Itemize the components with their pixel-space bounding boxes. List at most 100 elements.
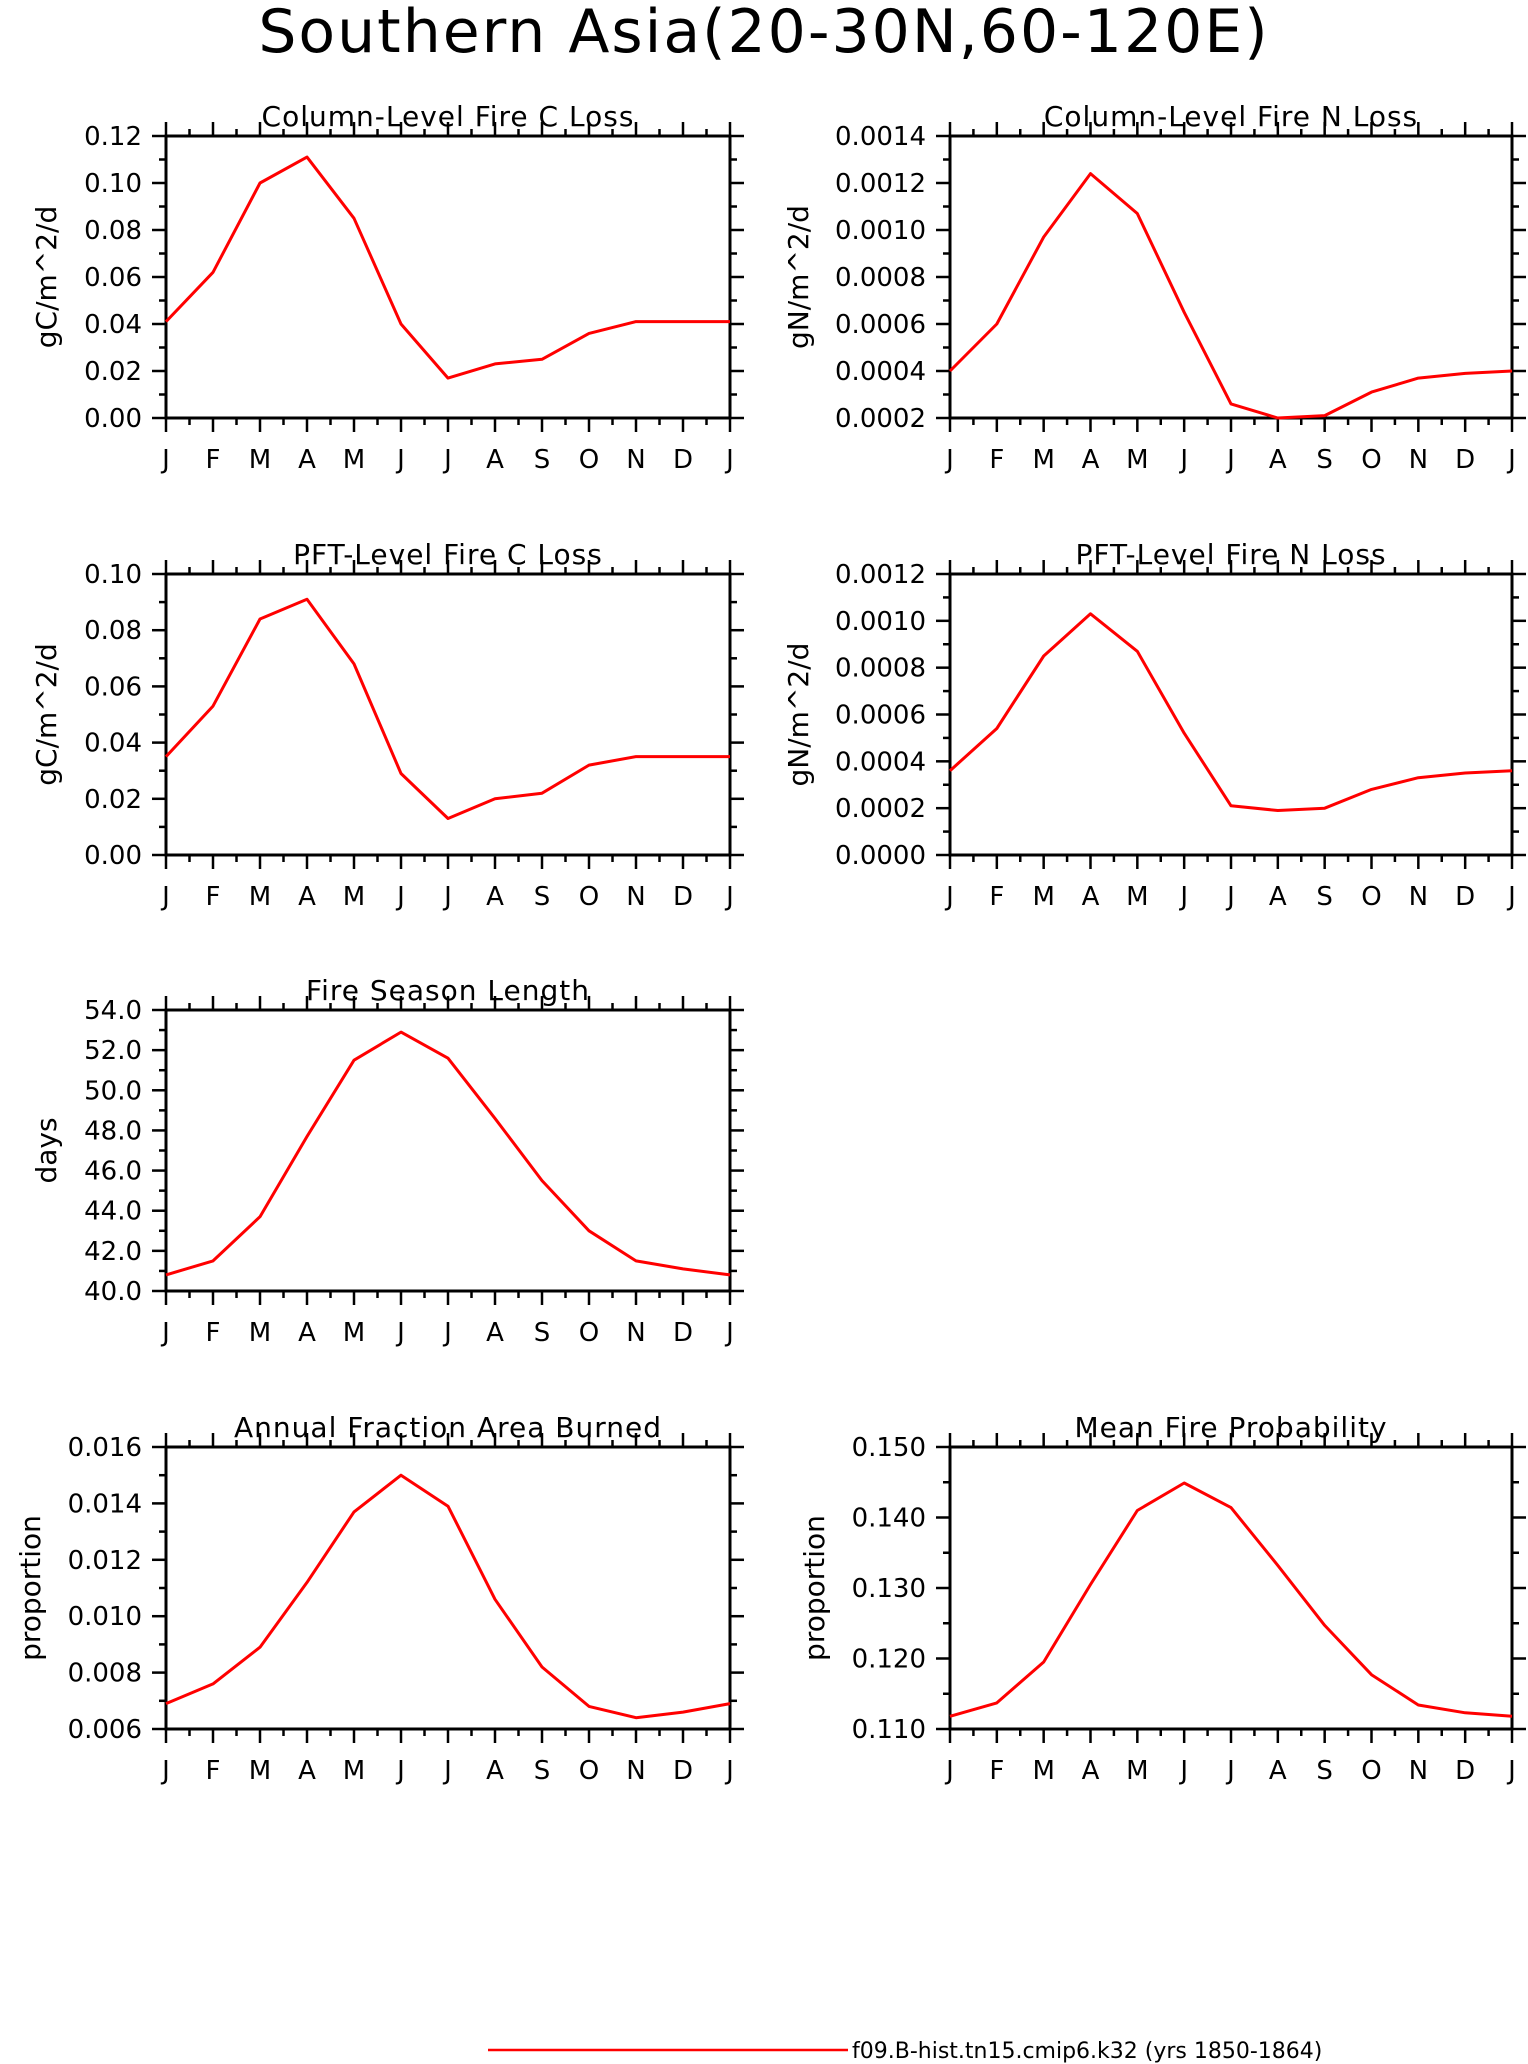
x-tick-label: M (249, 445, 271, 475)
y-tick-label: 0.0012 (835, 560, 926, 590)
x-tick-label: J (1178, 1756, 1188, 1786)
y-tick-label: 52.0 (84, 1036, 142, 1066)
x-tick-label: S (1316, 882, 1333, 912)
legend-label: f09.B-hist.tn15.cmip6.k32 (yrs 1850-1864… (852, 2039, 1322, 2064)
x-tick-label: J (724, 1318, 734, 1348)
y-tick-label: 0.150 (852, 1433, 926, 1463)
y-tick-label: 46.0 (84, 1157, 142, 1187)
x-tick-label: M (1126, 445, 1148, 475)
plot-frame (948, 1445, 1514, 1731)
x-tick-label: A (298, 1756, 316, 1786)
x-tick-label: J (724, 1756, 734, 1786)
y-tick-label: 0.02 (84, 785, 142, 815)
y-tick-label: 0.10 (84, 169, 142, 199)
x-tick-label: J (1506, 882, 1516, 912)
x-tick-label: J (442, 445, 452, 475)
x-tick-label: M (1126, 882, 1148, 912)
x-tick-label: D (1455, 1756, 1475, 1786)
series-line (164, 155, 730, 380)
x-tick-label: J (1225, 1756, 1235, 1786)
plot-frame (164, 572, 732, 857)
y-tick-label: 40.0 (84, 1277, 142, 1307)
y-axis-label: gC/m^2/d (30, 206, 63, 349)
y-tick-label: 0.0010 (835, 607, 926, 637)
plot-frame (164, 134, 732, 420)
y-axis-label: proportion (14, 1515, 47, 1661)
x-tick-label: J (724, 445, 734, 475)
x-tick-label: M (343, 1318, 365, 1348)
plot-frame (948, 572, 1514, 857)
y-tick-label: 0.130 (852, 1574, 926, 1604)
x-tick-label: F (206, 1756, 221, 1786)
x-tick-label: J (724, 882, 734, 912)
y-tick-label: 0.0000 (835, 841, 926, 871)
x-tick-label: S (534, 1756, 551, 1786)
x-tick-label: M (1032, 445, 1054, 475)
y-tick-label: 0.0002 (835, 404, 926, 434)
x-tick-label: A (1269, 445, 1287, 475)
x-tick-label: O (1361, 445, 1381, 475)
y-axis-label: days (30, 1117, 63, 1183)
y-tick-label: 0.10 (84, 560, 142, 590)
y-tick-label: 0.0008 (835, 263, 926, 293)
x-tick-label: F (206, 882, 221, 912)
x-tick-label: D (673, 1756, 693, 1786)
x-tick-label: F (989, 882, 1004, 912)
x-tick-label: J (1225, 882, 1235, 912)
y-tick-label: 0.110 (852, 1715, 926, 1745)
x-tick-label: A (486, 882, 504, 912)
x-tick-label: M (1032, 882, 1054, 912)
x-tick-label: J (1178, 445, 1188, 475)
x-tick-label: N (626, 882, 645, 912)
y-tick-label: 0.06 (84, 263, 142, 293)
y-axis-label: proportion (798, 1515, 831, 1661)
x-tick-label: J (395, 445, 405, 475)
y-tick-label: 0.0014 (835, 122, 926, 152)
x-tick-label: D (1455, 882, 1475, 912)
x-tick-label: J (944, 1756, 954, 1786)
series-line (948, 172, 1513, 420)
x-tick-label: O (579, 1756, 599, 1786)
x-tick-label: J (442, 882, 452, 912)
x-tick-label: J (1178, 882, 1188, 912)
plot-frame (164, 1008, 732, 1293)
x-tick-label: J (395, 1318, 405, 1348)
x-tick-label: M (343, 445, 365, 475)
x-tick-label: N (1409, 1756, 1428, 1786)
x-tick-label: S (534, 1318, 551, 1348)
x-tick-label: N (1409, 445, 1428, 475)
legend: f09.B-hist.tn15.cmip6.k32 (yrs 1850-1864… (488, 2039, 1322, 2064)
y-tick-label: 0.04 (84, 310, 142, 340)
x-tick-label: A (486, 1318, 504, 1348)
x-tick-label: A (298, 1318, 316, 1348)
x-tick-label: J (1225, 445, 1235, 475)
x-tick-label: A (298, 445, 316, 475)
x-tick-label: A (486, 1756, 504, 1786)
y-tick-label: 0.0010 (835, 216, 926, 246)
y-tick-label: 0.0004 (835, 357, 926, 387)
y-axis-label: gN/m^2/d (782, 643, 815, 787)
x-tick-label: S (534, 445, 551, 475)
x-tick-label: J (160, 1318, 170, 1348)
x-tick-label: M (343, 1756, 365, 1786)
y-tick-label: 0.12 (84, 122, 142, 152)
y-tick-label: 50.0 (84, 1076, 142, 1106)
y-tick-label: 44.0 (84, 1197, 142, 1227)
x-tick-label: S (534, 882, 551, 912)
x-tick-label: M (343, 882, 365, 912)
x-tick-label: J (395, 882, 405, 912)
x-tick-label: M (249, 1756, 271, 1786)
y-tick-label: 0.04 (84, 729, 142, 759)
y-tick-label: 0.08 (84, 216, 142, 246)
x-tick-label: D (673, 882, 693, 912)
x-tick-label: O (1361, 882, 1381, 912)
x-tick-label: M (1126, 1756, 1148, 1786)
y-tick-label: 0.006 (68, 1715, 142, 1745)
y-tick-label: 0.00 (84, 841, 142, 871)
x-tick-label: A (1269, 882, 1287, 912)
x-tick-label: S (1316, 445, 1333, 475)
